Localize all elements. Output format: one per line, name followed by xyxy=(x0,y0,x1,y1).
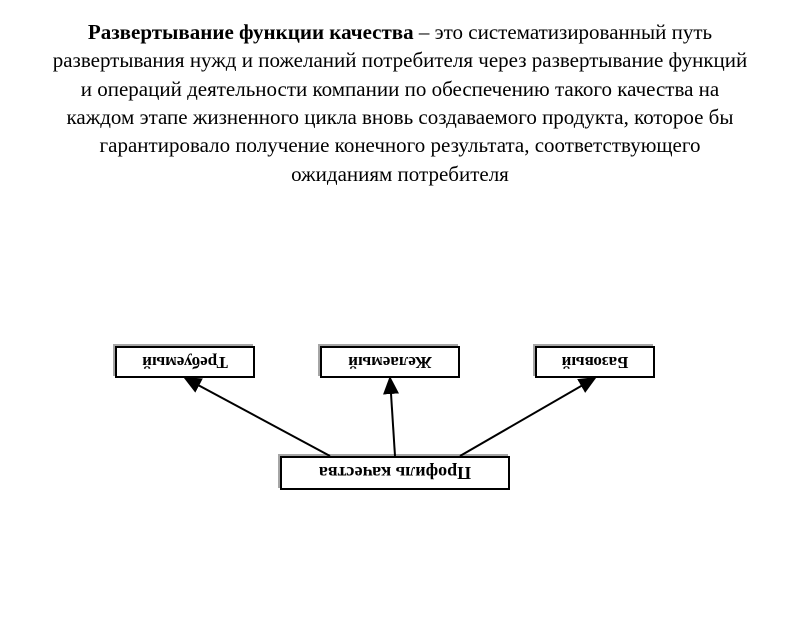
node-desired-label: Желаемый xyxy=(348,352,432,372)
node-desired: Желаемый xyxy=(320,346,460,378)
node-required-label: Требуемый xyxy=(142,352,228,372)
node-root: Профиль качества xyxy=(280,456,510,490)
definition-paragraph: Развертывание функции качества – это сис… xyxy=(50,18,750,188)
edge-root-c2 xyxy=(390,378,395,456)
node-basic-label: Базовый xyxy=(562,352,629,372)
node-basic: Базовый xyxy=(535,346,655,378)
edge-root-c3 xyxy=(185,378,330,456)
definition-term: Развертывание функции качества xyxy=(88,20,414,44)
definition-text: – это систематизированный путь развертыв… xyxy=(53,20,748,186)
edge-root-c1 xyxy=(460,378,595,456)
quality-profile-diagram: Профиль качества Базовый Желаемый Требуе… xyxy=(0,318,800,508)
node-required: Требуемый xyxy=(115,346,255,378)
node-root-label: Профиль качества xyxy=(319,463,471,484)
